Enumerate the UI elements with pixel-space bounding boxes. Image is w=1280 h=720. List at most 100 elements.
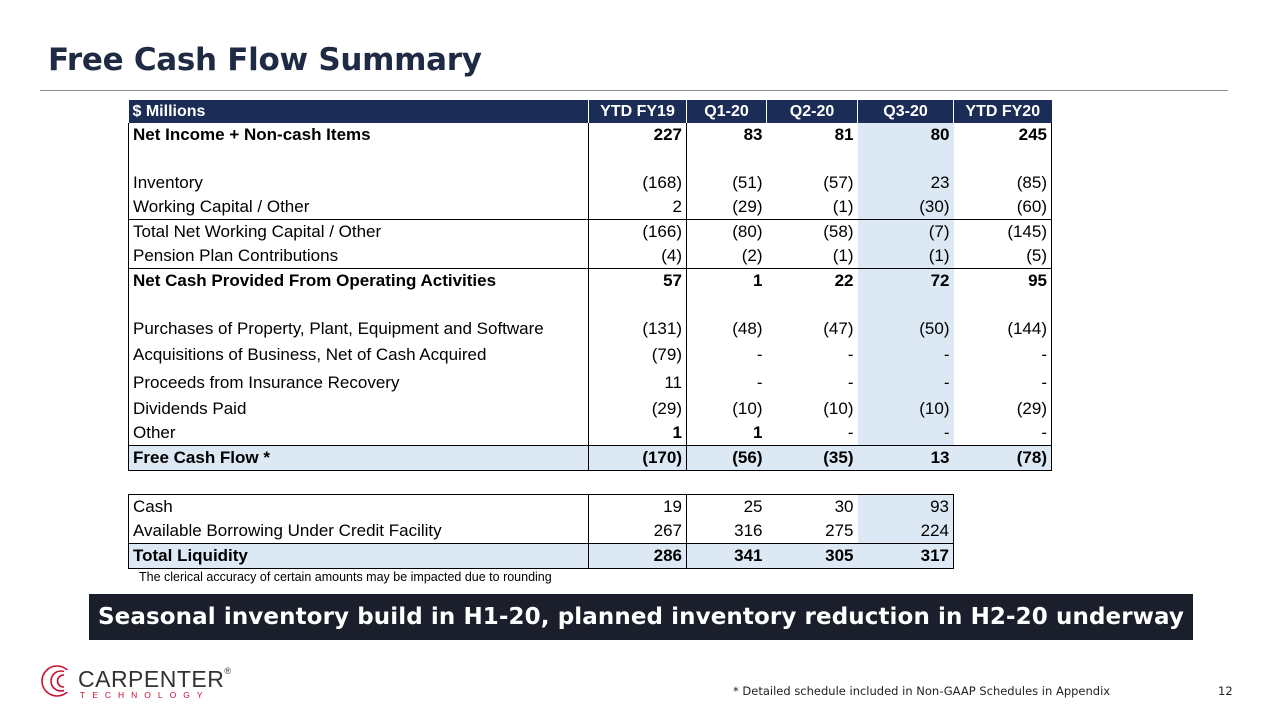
cell-q2-20: (35) xyxy=(766,445,858,471)
cell-q1-20: 316 xyxy=(734,521,763,540)
cell-q3-20: 80 xyxy=(857,123,954,171)
cell-q3-20: (50) xyxy=(857,317,954,341)
row-label: Total Net Working Capital / Other xyxy=(128,219,589,244)
cell-ytd-fy19: (168) xyxy=(588,171,687,195)
cell-q3-20: (30) xyxy=(857,195,954,220)
cell-q3-20: 224 xyxy=(857,519,954,544)
cell-ytd-fy19: (131) xyxy=(588,317,687,341)
cell-q2-20: - xyxy=(847,373,854,392)
key-message-banner: Seasonal inventory build in H1-20, plann… xyxy=(89,594,1193,640)
header-cell: YTD FY19 xyxy=(588,100,687,123)
cell-ytd-fy19: 227 xyxy=(588,123,687,171)
cell-q1-20: - xyxy=(756,345,763,364)
cell-q2-20: (47) xyxy=(823,319,854,338)
row-label: Net Cash Provided From Operating Activit… xyxy=(128,268,589,317)
cell-ytd-fy19: 1 xyxy=(588,421,687,446)
cell-ytd-fy19: 286 xyxy=(588,543,687,569)
row-label: Total Liquidity xyxy=(128,543,589,569)
row-label: Available Borrowing Under Credit Facilit… xyxy=(128,519,589,544)
company-logo: CARPENTER® TECHNOLOGY xyxy=(40,662,231,702)
cell-q2-20: (58) xyxy=(766,219,858,244)
cell-ytd-fy20: - xyxy=(953,341,1052,369)
table-row: Acquisitions of Business, Net of Cash Ac… xyxy=(128,341,1052,369)
page-title: Free Cash Flow Summary xyxy=(48,42,482,78)
logo-subtitle: TECHNOLOGY xyxy=(80,690,210,700)
row-label: Inventory xyxy=(128,171,589,195)
cell-q1-20: (29) xyxy=(732,197,763,216)
cell-q1-20: (80) xyxy=(686,219,767,244)
cell-ytd-fy19: (166) xyxy=(588,219,687,244)
cell-q1-20: - xyxy=(756,373,763,392)
header-cell: Q1-20 xyxy=(686,100,767,123)
free-cash-flow-table: $ Millions YTD FY19 Q1-20 Q2-20 Q3-20 YT… xyxy=(128,100,1052,471)
cell-ytd-fy20: 245 xyxy=(953,123,1052,171)
cell-ytd-fy20: (144) xyxy=(953,317,1052,341)
cell-q3-20: (1) xyxy=(857,244,954,269)
table-row: Net Cash Provided From Operating Activit… xyxy=(128,268,1052,317)
row-label: Dividends Paid xyxy=(128,397,589,421)
cell-q2-20: - xyxy=(847,423,854,442)
cell-q1-20: (10) xyxy=(732,399,763,418)
carpenter-logo-icon xyxy=(41,665,74,697)
cell-q3-20: - xyxy=(857,341,954,369)
cell-q3-20: 93 xyxy=(857,494,954,519)
table-header-row: $ Millions YTD FY19 Q1-20 Q2-20 Q3-20 YT… xyxy=(128,100,1052,123)
table-row: Purchases of Property, Plant, Equipment … xyxy=(128,317,1052,341)
page-number: 12 xyxy=(1218,684,1233,698)
rounding-note: The clerical accuracy of certain amounts… xyxy=(139,570,552,584)
header-cell: $ Millions xyxy=(128,100,589,123)
footnote: * Detailed schedule included in Non-GAAP… xyxy=(733,684,1111,698)
cell-ytd-fy20: (60) xyxy=(953,195,1052,220)
liquidity-table: Cash 19 25 30 93 Available Borrowing Und… xyxy=(128,494,954,569)
table-row: Other 1 1 - - - xyxy=(128,421,1052,446)
header-cell: Q2-20 xyxy=(766,100,858,123)
row-label: Purchases of Property, Plant, Equipment … xyxy=(128,317,589,341)
cell-q1-20: 83 xyxy=(743,125,763,144)
row-label: Pension Plan Contributions xyxy=(128,244,589,269)
cell-ytd-fy20: 95 xyxy=(953,268,1052,317)
cell-q1-20: (56) xyxy=(686,445,767,471)
cell-q2-20: 305 xyxy=(766,543,858,569)
cell-q3-20: - xyxy=(857,369,954,397)
cell-q1-20: (48) xyxy=(732,319,763,338)
cell-q3-20: 317 xyxy=(857,543,954,569)
cell-q2-20: (57) xyxy=(823,173,854,192)
cell-ytd-fy20: - xyxy=(953,369,1052,397)
table-row: Available Borrowing Under Credit Facilit… xyxy=(128,519,954,544)
cell-ytd-fy19: (4) xyxy=(588,244,687,269)
cell-ytd-fy19: 11 xyxy=(588,369,687,397)
logo-name: CARPENTER xyxy=(78,666,225,692)
cell-q3-20: 23 xyxy=(857,171,954,195)
cell-ytd-fy19: (79) xyxy=(588,341,687,369)
table-row: Pension Plan Contributions (4) (2) (1) (… xyxy=(128,244,1052,269)
cell-q2-20: - xyxy=(847,345,854,364)
table-row: Free Cash Flow * (170) (56) (35) 13 (78) xyxy=(128,445,1052,471)
table-row: Net Income + Non-cash Items 227 83 81 80… xyxy=(128,123,1052,171)
cell-q2-20: 275 xyxy=(825,521,854,540)
logo-registered-mark: ® xyxy=(224,666,232,676)
row-label: Working Capital / Other xyxy=(128,195,589,220)
table-row: Total Net Working Capital / Other (166) … xyxy=(128,219,1052,244)
row-label: Proceeds from Insurance Recovery xyxy=(128,369,589,397)
cell-q2-20: (1) xyxy=(832,197,854,216)
cell-ytd-fy20: (29) xyxy=(953,397,1052,421)
cell-ytd-fy20: (5) xyxy=(953,244,1052,269)
cell-q3-20: - xyxy=(857,421,954,446)
cell-q2-20: 22 xyxy=(766,268,858,317)
cell-q3-20: 72 xyxy=(857,268,954,317)
cell-ytd-fy19: (29) xyxy=(588,397,687,421)
cell-q2-20: 30 xyxy=(766,494,858,519)
row-label: Free Cash Flow * xyxy=(128,445,589,471)
cell-q2-20: 81 xyxy=(834,125,854,144)
cell-q1-20: 341 xyxy=(686,543,767,569)
title-divider xyxy=(40,90,1228,91)
cell-ytd-fy20: (78) xyxy=(953,445,1052,471)
cell-ytd-fy20: (145) xyxy=(953,219,1052,244)
cell-q1-20: (51) xyxy=(732,173,763,192)
cell-ytd-fy19: 19 xyxy=(588,494,687,519)
row-label: Cash xyxy=(128,494,589,519)
table-row: Dividends Paid (29) (10) (10) (10) (29) xyxy=(128,397,1052,421)
cell-q1-20: 1 xyxy=(686,268,767,317)
cell-ytd-fy20: - xyxy=(953,421,1052,446)
header-cell: Q3-20 xyxy=(857,100,954,123)
